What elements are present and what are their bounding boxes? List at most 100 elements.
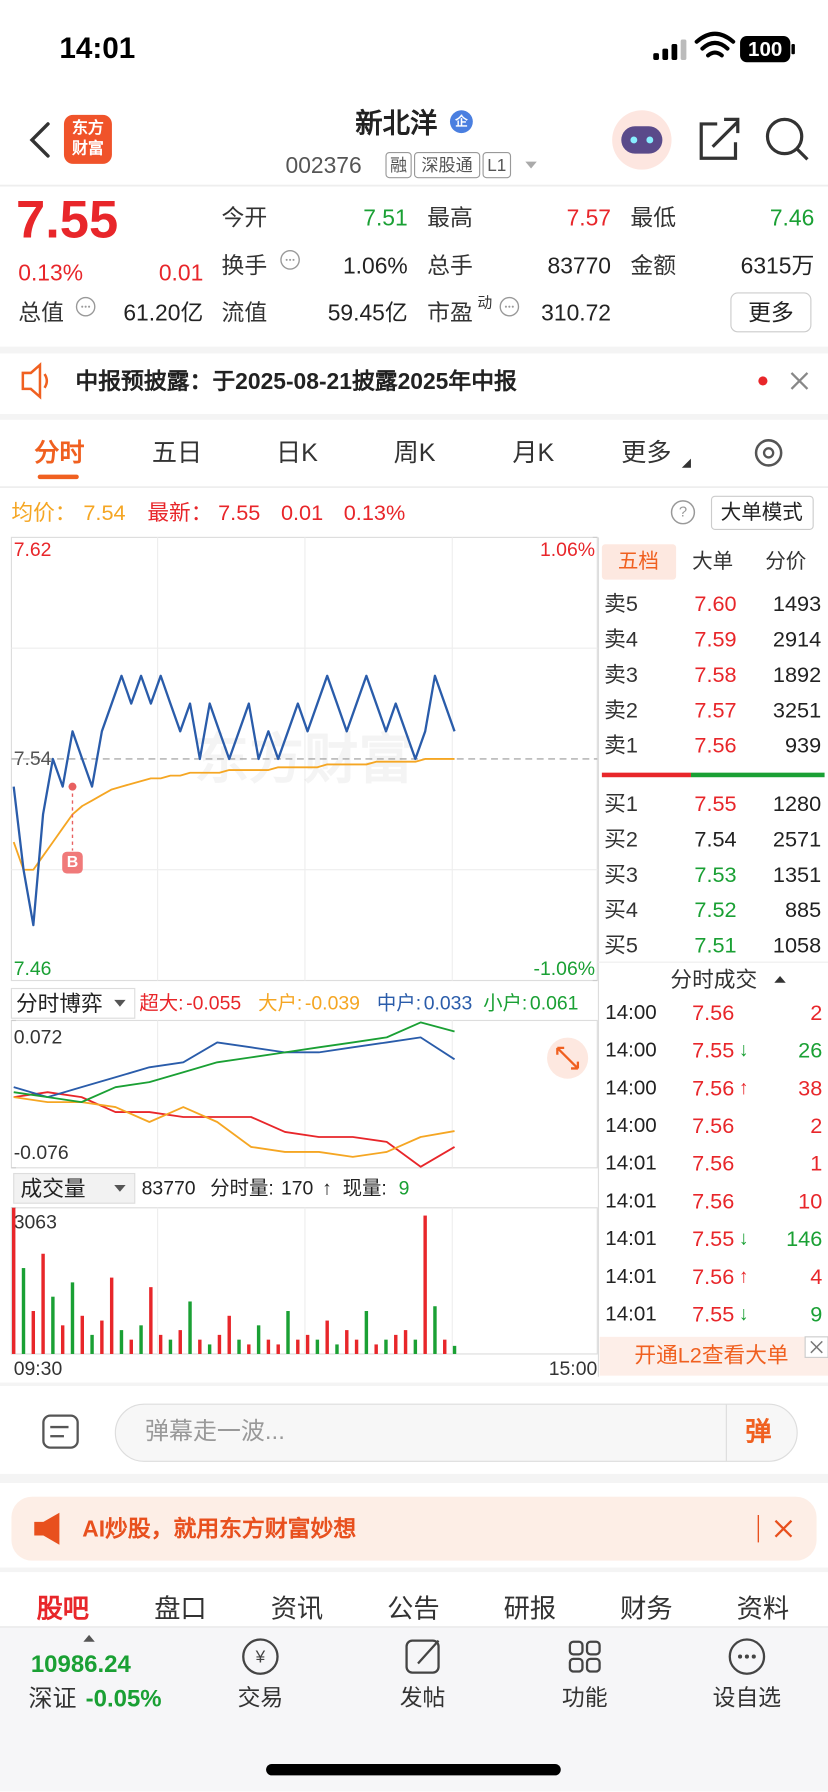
tab[interactable]: 月K — [512, 439, 554, 467]
tab[interactable]: 周K — [394, 439, 436, 467]
avatar-eye — [646, 136, 654, 144]
field-value: 310.72 — [541, 299, 611, 325]
y-tick-label: 7.46 — [14, 958, 52, 980]
volume-info: ↑ — [322, 1177, 332, 1199]
legend-value: -0.055 — [186, 992, 241, 1014]
tag: L1 — [487, 155, 506, 175]
trade-volume: 38 — [798, 1075, 822, 1100]
trades-title: 分时成交 — [670, 967, 757, 992]
nav-icon — [728, 1638, 766, 1675]
ob-tab[interactable]: 分价 — [765, 550, 806, 573]
field-value: 83770 — [548, 253, 611, 279]
avatar-face — [621, 126, 663, 154]
tag-box — [414, 151, 481, 179]
volume-title[interactable]: 成交量 — [21, 1176, 86, 1201]
signal-bar — [680, 39, 687, 61]
volume-bar — [413, 1339, 418, 1354]
marker-badge — [62, 851, 83, 874]
danmu-placeholder[interactable]: 弹幕走一波... — [145, 1418, 285, 1445]
section-tab[interactable]: 股吧 — [37, 1594, 90, 1624]
y2-tick-label: -1.06% — [534, 958, 596, 980]
tab-more-arrow — [681, 458, 691, 468]
notice-close[interactable] — [790, 372, 809, 390]
field-sup: 动 — [477, 294, 492, 311]
section-tab[interactable]: 公告 — [387, 1594, 440, 1624]
trade-time: 14:00 — [605, 1039, 656, 1062]
volume-bar — [139, 1325, 143, 1354]
ob-volume: 885 — [785, 897, 821, 922]
settings-button[interactable] — [754, 439, 783, 467]
trade-time: 14:01 — [605, 1189, 656, 1212]
index-name: 深证 — [29, 1685, 77, 1712]
field-label: 最低 — [630, 205, 676, 231]
battery-level: 100 — [748, 38, 782, 61]
danmu-input[interactable] — [114, 1403, 798, 1462]
volume-bar — [247, 1344, 251, 1354]
dropdown — [525, 161, 537, 169]
nav-item[interactable]: 发帖 — [400, 1685, 446, 1711]
nav-item[interactable]: 设自选 — [713, 1685, 782, 1711]
field-label: 最高 — [427, 205, 473, 231]
volume-bar — [276, 1344, 280, 1354]
volume-bar — [207, 1344, 212, 1354]
share-button[interactable] — [699, 117, 740, 160]
section-tab[interactable]: 资讯 — [271, 1594, 324, 1624]
nav-item[interactable]: 交易 — [238, 1685, 284, 1711]
section-tab[interactable]: 财务 — [620, 1594, 673, 1624]
more-button-text[interactable]: 更多 — [748, 299, 794, 325]
nav-item[interactable]: 功能 — [562, 1685, 608, 1711]
y-tick-label: -0.076 — [14, 1142, 69, 1164]
tab[interactable]: 分时 — [34, 439, 84, 467]
nav-icon — [242, 1638, 279, 1675]
ob-tab[interactable]: 五档 — [618, 550, 659, 573]
ad-text[interactable]: AI炒股，就用东方财富妙想 — [82, 1516, 356, 1542]
ad-close[interactable] — [774, 1519, 793, 1538]
band — [0, 1473, 828, 1484]
section-tab[interactable]: 盘口 — [154, 1594, 207, 1624]
search-handle — [796, 147, 809, 161]
volume-bar — [109, 1277, 114, 1354]
section-tab[interactable]: 资料 — [737, 1594, 790, 1624]
info-dot — [84, 305, 87, 308]
info-dot — [285, 258, 288, 261]
danmu-button[interactable]: 弹 — [745, 1417, 771, 1447]
nav-icon-glyph: ¥ — [255, 1647, 266, 1667]
mode-button-text[interactable]: 大单模式 — [721, 501, 803, 524]
legend-name: 中户: — [377, 992, 421, 1014]
legend-value: 0.061 — [530, 992, 579, 1014]
trade-time: 14:01 — [605, 1302, 656, 1325]
ob-ratio-green — [690, 772, 825, 778]
mode-button — [710, 495, 814, 530]
l2-close[interactable] — [810, 1340, 823, 1354]
index-value[interactable]: 10986.24 — [31, 1651, 132, 1678]
volume-bar — [217, 1334, 222, 1354]
tab[interactable]: 五日 — [152, 439, 202, 467]
trade-volume: 9 — [810, 1301, 822, 1326]
l2-banner-text[interactable]: 开通L2查看大单 — [634, 1343, 788, 1368]
volume-info: 170 — [281, 1177, 314, 1199]
tab[interactable]: 更多 — [621, 439, 671, 467]
nav-icon — [568, 1657, 584, 1673]
ob-volume: 3251 — [773, 697, 821, 722]
trade-time: 14:00 — [605, 1001, 656, 1024]
tab[interactable]: 日K — [276, 439, 318, 467]
index-caret — [83, 1634, 95, 1642]
search-button[interactable] — [765, 117, 804, 156]
volume-bar — [198, 1339, 202, 1354]
trade-price: 7.56 — [692, 1151, 734, 1176]
flow-title[interactable]: 分时博弈 — [16, 991, 103, 1016]
trade-volume: 146 — [786, 1226, 822, 1251]
avg-value: 7.54 — [83, 500, 125, 525]
band — [0, 1382, 828, 1386]
back-button[interactable] — [29, 122, 50, 158]
avg-label: 均价： — [11, 500, 76, 525]
trade-arrow: ↑ — [739, 1265, 749, 1287]
ob-tab[interactable]: 大单 — [692, 550, 733, 573]
badge-text: 企 — [454, 114, 468, 129]
trade-time: 14:01 — [605, 1265, 656, 1288]
section-tab[interactable]: 研报 — [504, 1594, 557, 1624]
expand-icon — [556, 1046, 580, 1070]
tag: 融 — [390, 155, 407, 175]
trade-volume: 4 — [810, 1264, 822, 1289]
ob-label: 买5 — [604, 933, 638, 958]
